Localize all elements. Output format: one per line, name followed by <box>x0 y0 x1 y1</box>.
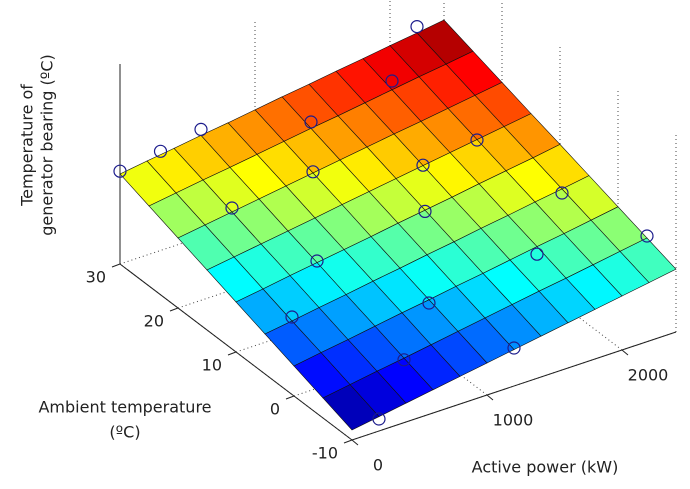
z-axis-label: Temperature of <box>18 84 37 207</box>
data-point <box>470 133 484 147</box>
y-tick <box>227 351 237 356</box>
data-point <box>416 158 430 172</box>
y-tick <box>169 307 179 312</box>
x-tick <box>351 439 359 446</box>
y-tick-label: 30 <box>86 268 106 287</box>
y-axis-label: (ºC) <box>109 423 140 442</box>
data-point <box>530 247 544 261</box>
z-axis-label-group: Temperature of generator bearing (ºC) <box>18 54 57 236</box>
data-point <box>113 164 127 178</box>
z-axis-label: generator bearing (ºC) <box>38 54 57 236</box>
data-point <box>507 341 521 355</box>
data-point <box>372 412 386 426</box>
y-tick-label: 0 <box>270 400 280 419</box>
data-point <box>640 229 654 243</box>
data-point <box>397 353 411 367</box>
x-axis <box>351 331 677 441</box>
y-tick <box>285 395 295 400</box>
x-axis-label: Active power (kW) <box>472 458 619 477</box>
x-tick-label: 2000 <box>628 366 669 385</box>
data-point <box>422 296 436 310</box>
x-tick <box>621 349 629 356</box>
y-tick <box>343 439 353 444</box>
data-point <box>304 115 318 129</box>
data-point <box>194 122 208 136</box>
data-point <box>418 204 432 218</box>
data-point <box>306 165 320 179</box>
x-tick <box>486 394 494 401</box>
x-tick-label: 0 <box>373 456 383 475</box>
y-tick-label: 20 <box>144 312 164 331</box>
data-point <box>310 254 324 268</box>
data-point <box>385 74 399 88</box>
y-tick <box>111 263 121 268</box>
data-point <box>410 20 424 34</box>
y-axis-label: Ambient temperature <box>38 398 211 417</box>
y-tick-label: -10 <box>312 444 338 463</box>
data-point <box>285 310 299 324</box>
surface-patch <box>322 384 380 431</box>
y-tick-label: 10 <box>202 356 222 375</box>
y-axis <box>119 263 353 441</box>
data-point <box>153 144 168 158</box>
data-point <box>225 201 239 215</box>
data-point <box>555 186 569 200</box>
grid-line <box>389 173 623 351</box>
x-tick-label: 1000 <box>493 411 534 430</box>
